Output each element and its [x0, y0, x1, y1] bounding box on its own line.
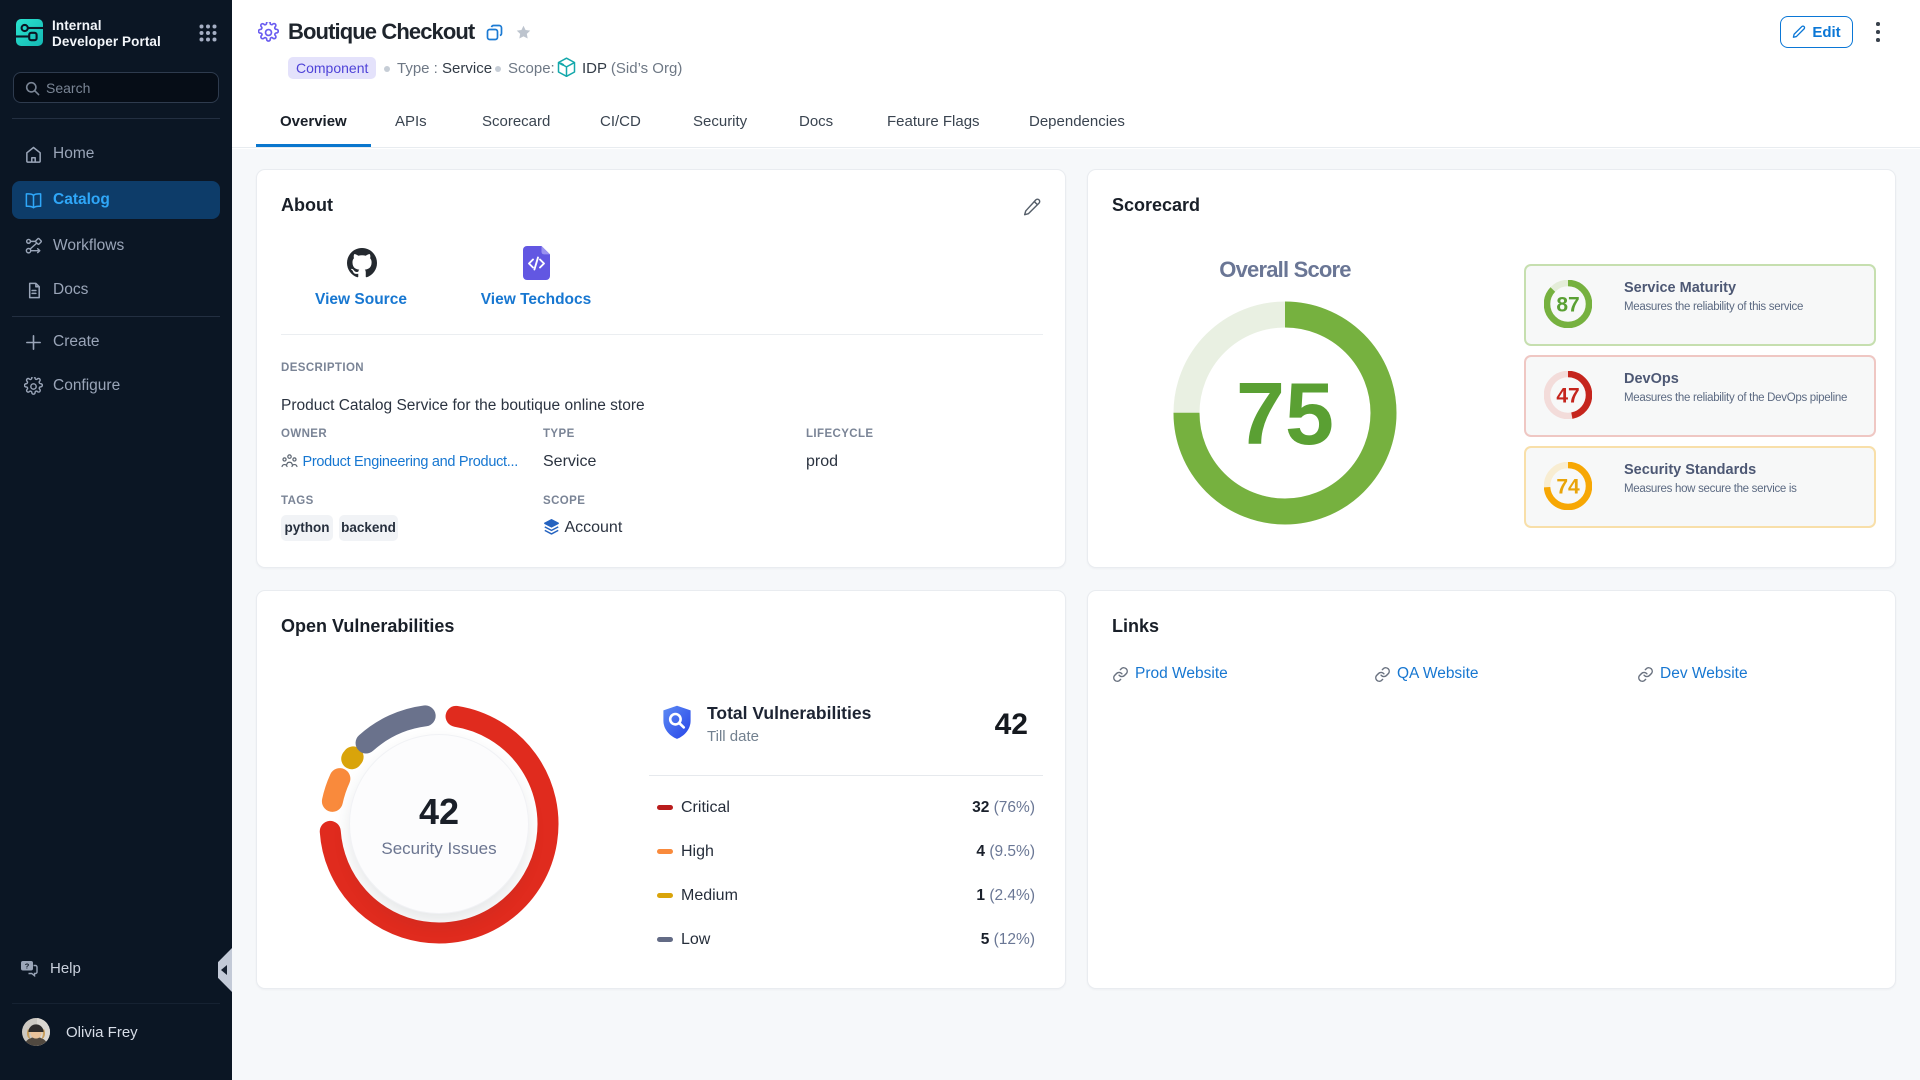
svg-text:75: 75 [1236, 364, 1334, 463]
svg-text:87: 87 [1556, 294, 1579, 317]
svg-text:?: ? [25, 961, 30, 970]
svg-text:74: 74 [1556, 476, 1580, 499]
svg-text:47: 47 [1556, 385, 1579, 408]
